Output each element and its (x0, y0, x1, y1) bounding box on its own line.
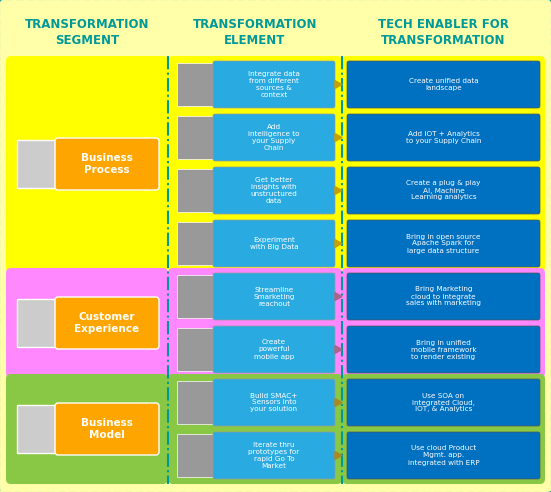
FancyBboxPatch shape (342, 268, 545, 378)
Polygon shape (335, 346, 342, 353)
FancyBboxPatch shape (347, 167, 540, 214)
Text: Get better
insights with
unstructured
data: Get better insights with unstructured da… (251, 177, 298, 204)
Text: Customer
Experience: Customer Experience (74, 312, 139, 334)
FancyBboxPatch shape (177, 328, 213, 371)
FancyBboxPatch shape (168, 374, 342, 484)
Text: Iterate thru
prototypes for
rapid Go To
Market: Iterate thru prototypes for rapid Go To … (249, 442, 300, 469)
Text: Build SMAC+
Sensors into
your solution: Build SMAC+ Sensors into your solution (250, 393, 298, 412)
Polygon shape (335, 186, 342, 194)
Polygon shape (335, 240, 342, 247)
Text: Use SOA on
integrated Cloud,
IOT, & Analytics: Use SOA on integrated Cloud, IOT, & Anal… (412, 393, 475, 412)
Text: Create unified data
landscape: Create unified data landscape (409, 78, 478, 91)
FancyBboxPatch shape (213, 379, 335, 426)
FancyBboxPatch shape (6, 56, 168, 272)
FancyBboxPatch shape (177, 275, 213, 318)
Text: TECH ENABLER FOR
TRANSFORMATION: TECH ENABLER FOR TRANSFORMATION (378, 19, 509, 48)
Polygon shape (335, 399, 342, 406)
FancyBboxPatch shape (347, 379, 540, 426)
Text: Bring in open source
Apache Spark for
large data structure: Bring in open source Apache Spark for la… (406, 234, 481, 253)
Text: Create
powerful
mobile app: Create powerful mobile app (254, 339, 294, 360)
FancyBboxPatch shape (213, 61, 335, 108)
FancyBboxPatch shape (17, 405, 57, 453)
FancyBboxPatch shape (213, 114, 335, 161)
FancyBboxPatch shape (55, 138, 159, 190)
FancyBboxPatch shape (213, 432, 335, 479)
Polygon shape (335, 134, 342, 141)
FancyBboxPatch shape (347, 273, 540, 320)
Polygon shape (335, 293, 342, 300)
FancyBboxPatch shape (213, 273, 335, 320)
Text: Business
Model: Business Model (81, 418, 133, 440)
FancyBboxPatch shape (168, 268, 342, 378)
FancyBboxPatch shape (177, 169, 213, 212)
FancyBboxPatch shape (347, 326, 540, 373)
FancyBboxPatch shape (347, 61, 540, 108)
FancyBboxPatch shape (17, 299, 57, 347)
FancyBboxPatch shape (213, 326, 335, 373)
FancyBboxPatch shape (342, 56, 545, 272)
Text: Bring Marketing
cloud to integrate
sales with marketing: Bring Marketing cloud to integrate sales… (406, 286, 481, 307)
Text: TRANSFORMATION
ELEMENT: TRANSFORMATION ELEMENT (193, 19, 317, 48)
Polygon shape (335, 81, 342, 89)
Text: Integrate data
from different
sources &
context: Integrate data from different sources & … (248, 71, 300, 98)
Text: Bring in unified
mobile framework
to render existing: Bring in unified mobile framework to ren… (410, 339, 476, 360)
FancyBboxPatch shape (213, 167, 335, 214)
FancyBboxPatch shape (55, 297, 159, 349)
Text: Experiment
with Big Data: Experiment with Big Data (250, 237, 298, 250)
FancyBboxPatch shape (347, 114, 540, 161)
Text: Business
Process: Business Process (81, 153, 133, 175)
FancyBboxPatch shape (177, 222, 213, 265)
Text: Streamline
Smarketing
reachout: Streamline Smarketing reachout (253, 286, 295, 307)
Text: Use cloud Product
Mgmt. app.
integrated with ERP: Use cloud Product Mgmt. app. integrated … (408, 445, 479, 465)
FancyBboxPatch shape (17, 140, 57, 188)
Text: Add IOT + Analytics
to your Supply Chain: Add IOT + Analytics to your Supply Chain (406, 131, 481, 144)
FancyBboxPatch shape (177, 63, 213, 106)
Polygon shape (335, 452, 342, 460)
Text: Add
intelligence to
your Supply
Chain: Add intelligence to your Supply Chain (249, 124, 300, 151)
FancyBboxPatch shape (177, 381, 213, 424)
FancyBboxPatch shape (168, 56, 342, 272)
FancyBboxPatch shape (347, 220, 540, 267)
FancyBboxPatch shape (177, 434, 213, 477)
Text: TRANSFORMATION
SEGMENT: TRANSFORMATION SEGMENT (25, 19, 149, 48)
FancyBboxPatch shape (213, 220, 335, 267)
FancyBboxPatch shape (177, 116, 213, 159)
FancyBboxPatch shape (6, 268, 168, 378)
FancyBboxPatch shape (55, 403, 159, 455)
FancyBboxPatch shape (6, 374, 168, 484)
Text: Create a plug & play
AI, Machine
Learning analytics: Create a plug & play AI, Machine Learnin… (406, 181, 480, 201)
FancyBboxPatch shape (347, 432, 540, 479)
FancyBboxPatch shape (342, 374, 545, 484)
